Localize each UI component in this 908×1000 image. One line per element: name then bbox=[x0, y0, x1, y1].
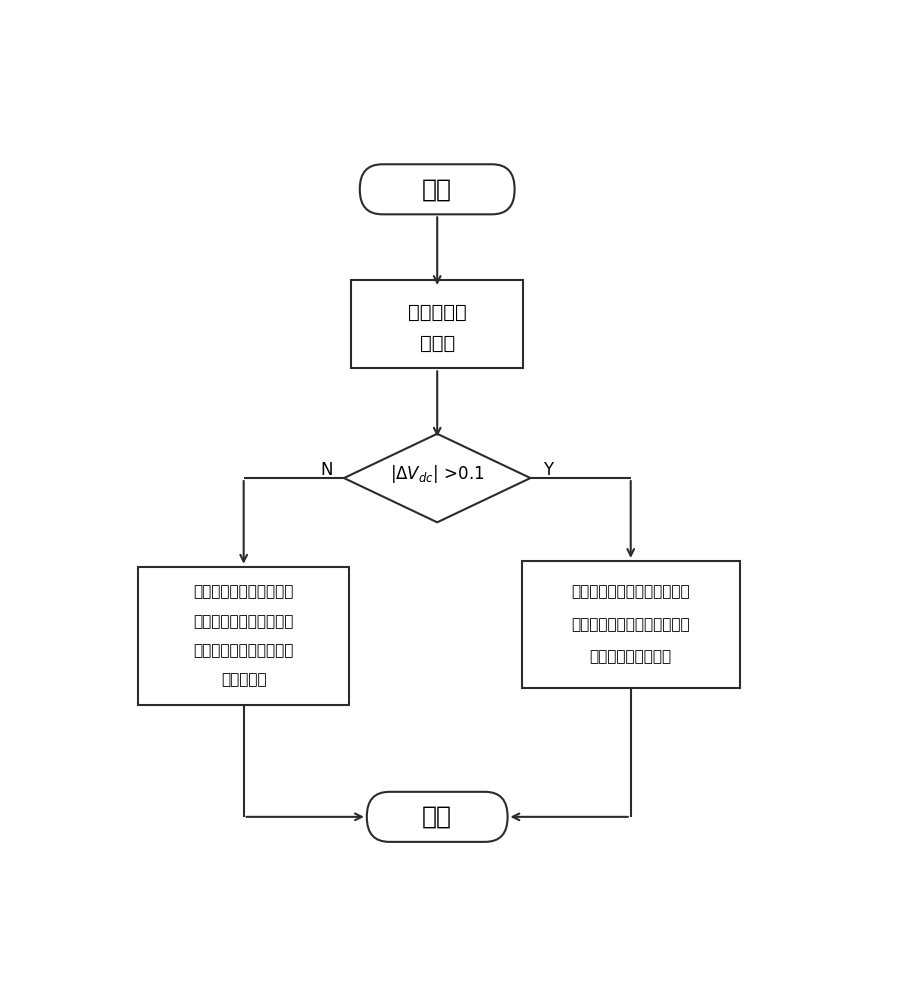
Text: N: N bbox=[321, 461, 332, 479]
FancyBboxPatch shape bbox=[367, 792, 508, 842]
Text: 开始: 开始 bbox=[422, 177, 452, 201]
Bar bbox=[521, 561, 740, 688]
Text: 率因数运行: 率因数运行 bbox=[221, 672, 266, 687]
Text: Y: Y bbox=[543, 461, 553, 479]
Text: 线电压: 线电压 bbox=[419, 334, 455, 353]
Text: 光伏逆变器保证直流每线: 光伏逆变器保证直流每线 bbox=[193, 614, 294, 629]
Text: |$\Delta V_{dc}$| >0.1: |$\Delta V_{dc}$| >0.1 bbox=[390, 463, 485, 485]
Polygon shape bbox=[344, 434, 530, 522]
Text: 电压稳定和交流侧单位功: 电压稳定和交流侧单位功 bbox=[193, 643, 294, 658]
Text: 蓄电池维持直流每线电压稳定: 蓄电池维持直流每线电压稳定 bbox=[571, 585, 690, 600]
Text: 返回: 返回 bbox=[422, 805, 452, 829]
Text: 光伏逆变器附加有功和无功阱: 光伏逆变器附加有功和无功阱 bbox=[571, 617, 690, 632]
Text: 测量直流每: 测量直流每 bbox=[408, 303, 467, 322]
Text: 尼控制抑制功率振荡: 尼控制抑制功率振荡 bbox=[589, 649, 672, 664]
Bar bbox=[138, 567, 350, 705]
FancyBboxPatch shape bbox=[360, 164, 515, 214]
Text: 蓄电池平抑光伏输出功率: 蓄电池平抑光伏输出功率 bbox=[193, 585, 294, 600]
Bar bbox=[351, 280, 523, 368]
